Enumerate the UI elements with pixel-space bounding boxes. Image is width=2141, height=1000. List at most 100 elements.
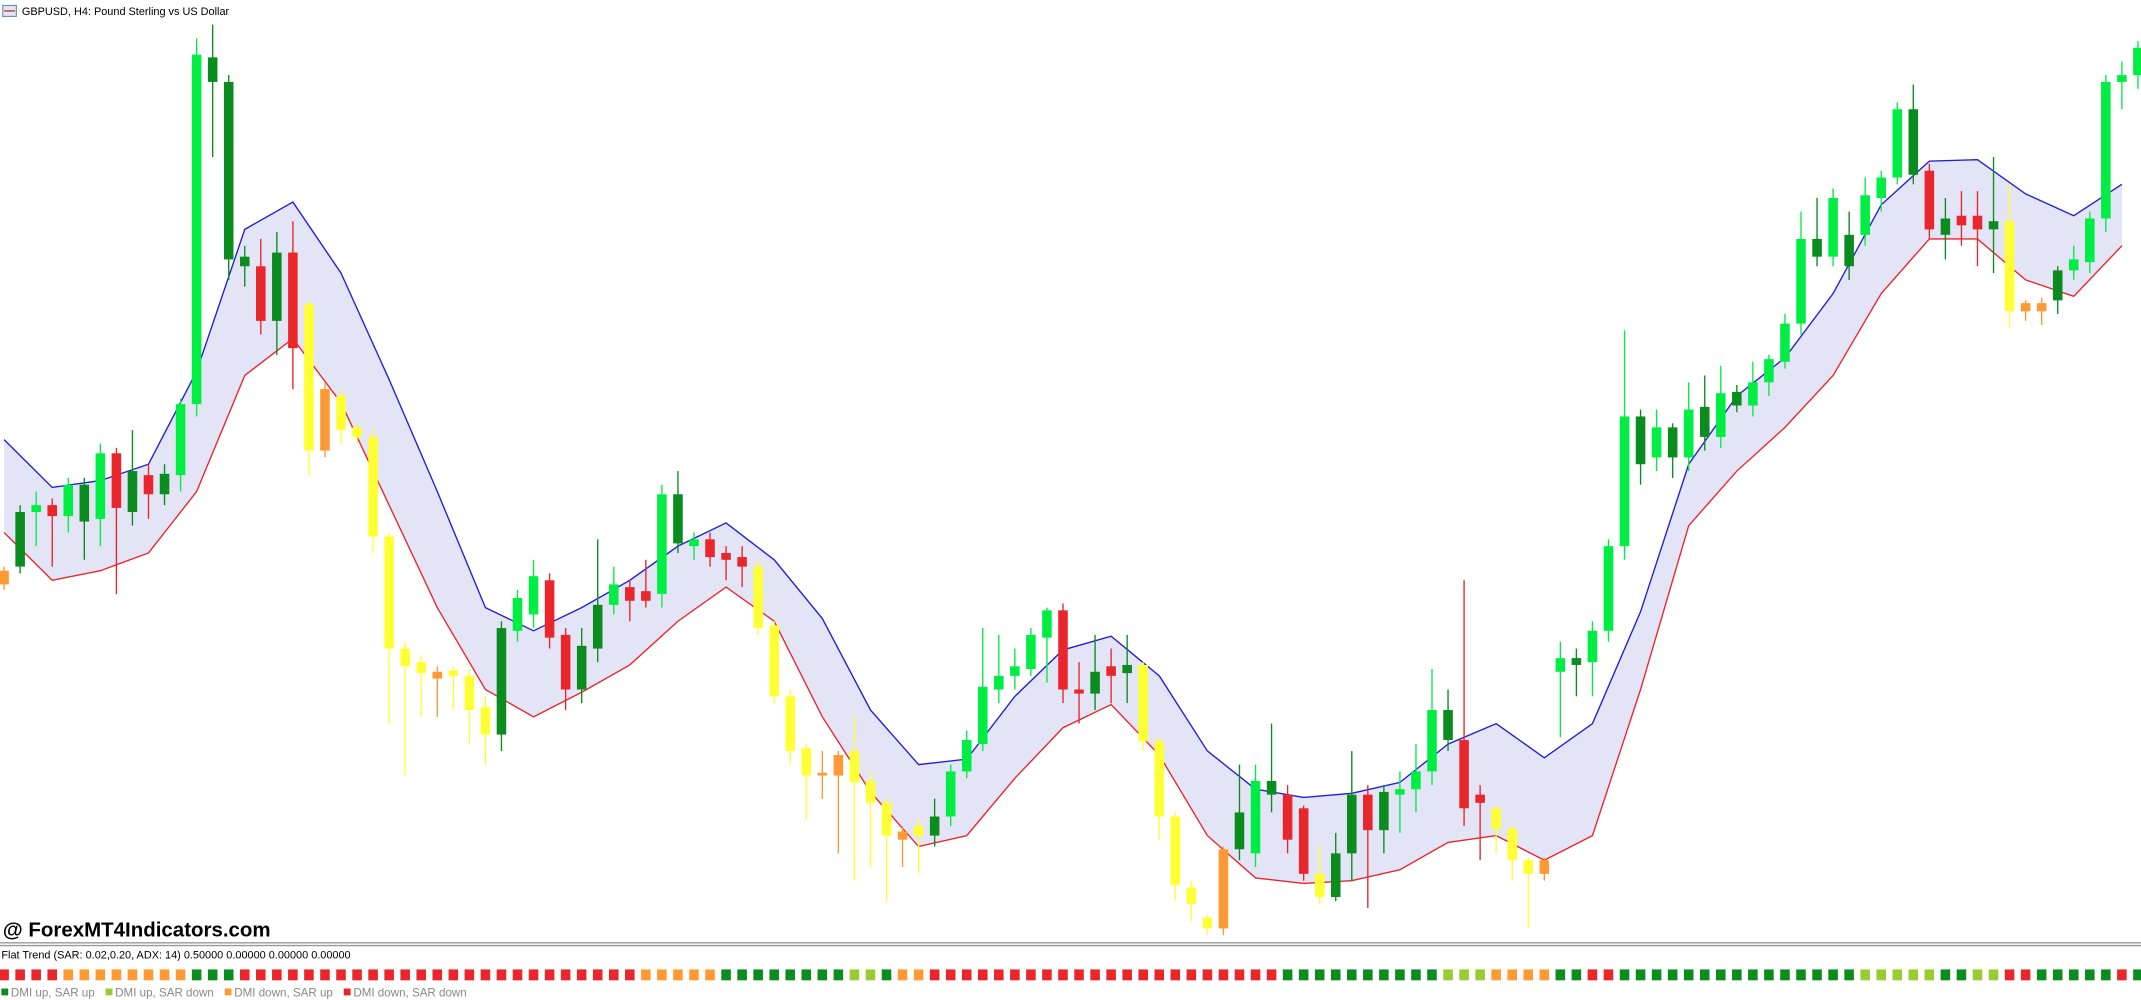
candle-body (2052, 270, 2063, 301)
candle-body (1138, 664, 1148, 742)
candle-body (1667, 427, 1678, 458)
candle-body (1748, 382, 1758, 406)
candle-body (753, 566, 763, 629)
candle-body (1491, 808, 1501, 829)
candle-body (833, 755, 844, 776)
indicator-square (625, 969, 635, 981)
candle-body (689, 539, 699, 547)
indicator-square (2068, 969, 2079, 981)
candle-body (1459, 740, 1469, 809)
indicator-square (528, 969, 539, 981)
indicator-square (977, 969, 988, 981)
indicator-square (1780, 969, 1790, 981)
candle-body (63, 484, 74, 517)
candle-body (817, 772, 828, 776)
indicator-square (1298, 969, 1309, 981)
indicator-square (256, 969, 266, 981)
candle-body (1860, 195, 1870, 235)
legend-swatch (224, 988, 232, 996)
indicator-square (1427, 969, 1437, 981)
candle-body (1218, 849, 1229, 929)
candle-body (512, 598, 523, 631)
candle-body (1972, 215, 1983, 230)
indicator-square (994, 969, 1004, 981)
candle-body (288, 252, 298, 349)
candle-body (1106, 666, 1116, 676)
candle-body (1443, 709, 1453, 741)
candle-body (913, 826, 924, 836)
indicator-square (2004, 969, 2015, 981)
candle-body (384, 536, 394, 649)
indicator-square (1539, 969, 1550, 981)
candle-body (1250, 780, 1261, 854)
candle-body (576, 645, 587, 690)
candle-body (1411, 771, 1421, 790)
legend-swatch (1, 988, 9, 996)
indicator-square (1764, 969, 1774, 981)
candle-body (1266, 780, 1277, 795)
candle-body (1330, 853, 1341, 898)
indicator-square (945, 969, 956, 981)
candle-body (1764, 359, 1774, 383)
candle-body (1699, 406, 1710, 437)
candle-body (1571, 658, 1582, 665)
candle-body (1298, 808, 1309, 874)
candle-body (0, 570, 9, 585)
indicator-square (1940, 969, 1951, 981)
indicator-square (2052, 969, 2063, 981)
indicator-square (1475, 969, 1485, 981)
legend-label: DMI down, SAR down (353, 986, 466, 999)
indicator-square (1042, 969, 1052, 981)
indicator-square (304, 969, 314, 981)
candle-body (1635, 416, 1646, 465)
candle-body (1651, 427, 1662, 458)
candle-body (560, 634, 571, 690)
candle-body (2004, 221, 2015, 312)
indicator-square (1122, 969, 1132, 981)
candle-body (1555, 658, 1566, 672)
indicator-square (1619, 969, 1630, 981)
indicator-square (1026, 969, 1036, 981)
indicator-square (1379, 969, 1389, 981)
indicator-square (689, 969, 699, 981)
candle-body (1427, 709, 1437, 772)
candle-body (2036, 303, 2047, 312)
indicator-square (2133, 969, 2141, 981)
indicator-square (400, 969, 410, 981)
candle-body (2068, 259, 2079, 271)
candle-body (2020, 303, 2031, 312)
indicator-square (1395, 969, 1405, 981)
indicator-square (1170, 969, 1181, 981)
indicator-square (1635, 969, 1646, 981)
indicator-square (785, 969, 796, 981)
indicator-square (1523, 969, 1534, 981)
candle-body (256, 266, 266, 321)
indicator-square (1106, 969, 1116, 981)
indicator-square (1330, 969, 1341, 981)
candle-body (47, 505, 58, 517)
indicator-square (592, 969, 603, 981)
indicator-square (961, 969, 972, 981)
indicator-square (576, 969, 587, 981)
indicator-square (1732, 969, 1742, 981)
candle-body (1042, 610, 1052, 638)
candle-body (448, 670, 459, 676)
candle-body (1828, 197, 1838, 257)
candle-body (641, 591, 651, 601)
indicator-square (496, 969, 507, 981)
candle-body (737, 557, 747, 567)
indicator-square (1010, 969, 1020, 981)
legend-label: DMI up, SAR up (11, 986, 95, 999)
candle-body (1716, 393, 1726, 437)
indicator-square (1828, 969, 1838, 981)
candle-body (1363, 794, 1373, 831)
candle-body (352, 427, 362, 437)
candle-body (1475, 794, 1485, 803)
indicator-label: Flat Trend (SAR: 0.02,0.20, ADX: 14) 0.5… (1, 950, 350, 962)
candle-body (191, 54, 202, 405)
indicator-square (1716, 969, 1726, 981)
indicator-square (2036, 969, 2047, 981)
indicator-square (31, 969, 41, 981)
indicator-square (1138, 969, 1148, 981)
